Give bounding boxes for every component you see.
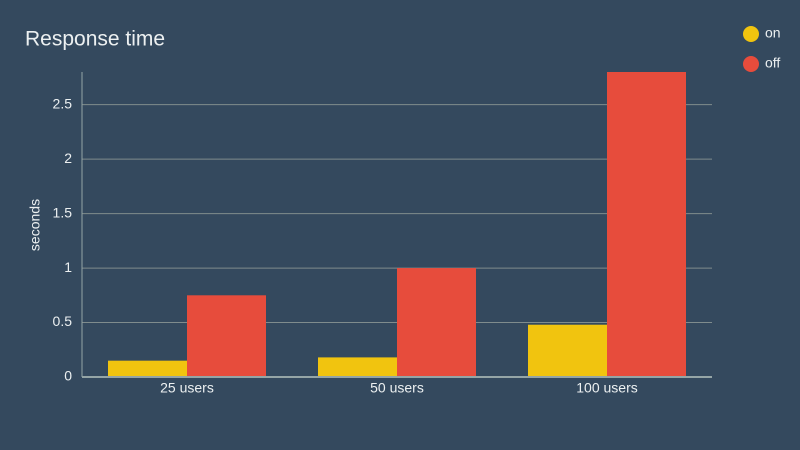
bar: [528, 324, 607, 377]
x-tick-label: 50 users: [370, 380, 424, 396]
y-tick-label: 1.5: [53, 204, 73, 220]
bar: [318, 357, 397, 377]
legend-label: on: [765, 25, 781, 41]
bar: [187, 295, 266, 377]
y-tick-label: 2.5: [53, 95, 73, 111]
bar: [108, 360, 187, 377]
x-tick-label: 25 users: [160, 380, 214, 396]
bar: [397, 268, 476, 377]
y-tick-label: 0: [64, 368, 72, 384]
legend-label: off: [765, 55, 780, 71]
bar: [607, 72, 686, 377]
y-axis-label: seconds: [27, 199, 43, 251]
x-tick-label: 100 users: [576, 380, 637, 396]
legend-swatch: [743, 26, 759, 42]
chart-title: Response time: [25, 28, 165, 51]
y-tick-label: 0.5: [53, 313, 73, 329]
legend-swatch: [743, 56, 759, 72]
y-tick-label: 1: [64, 259, 72, 275]
y-tick-label: 2: [64, 150, 72, 166]
